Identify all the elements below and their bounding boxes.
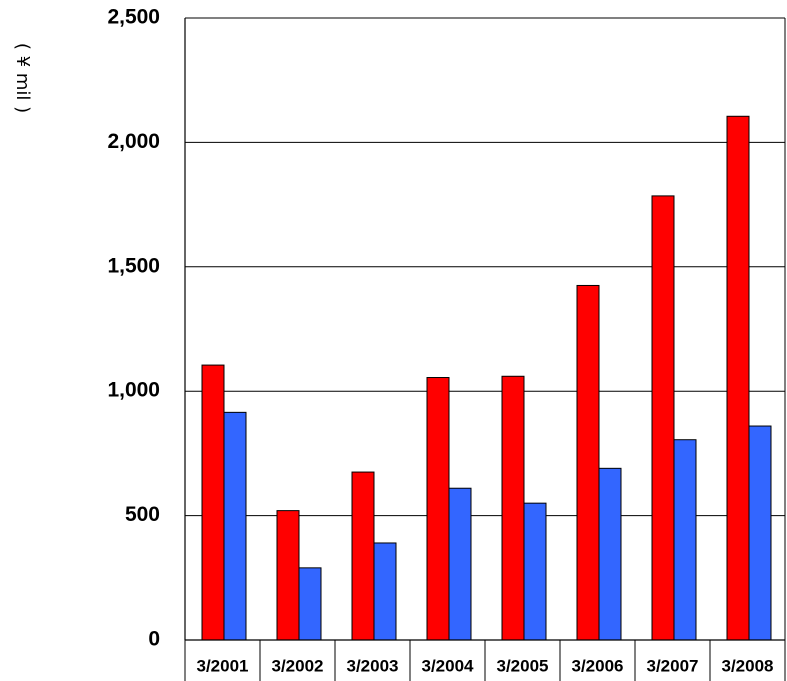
bar-series1-3/2001 — [201, 364, 225, 641]
bar-series2-3/2007 — [673, 439, 697, 641]
bar-series2-3/2004 — [448, 487, 472, 641]
x-tick-label-3/2005: 3/2005 — [497, 656, 549, 675]
x-tick-label-3/2002: 3/2002 — [272, 656, 324, 675]
bar-series1-3/2004 — [426, 377, 450, 641]
x-tick-label-3/2006: 3/2006 — [572, 656, 624, 675]
bar-series1-3/2005 — [501, 375, 525, 641]
bar-series2-3/2008 — [748, 425, 772, 641]
axes — [184, 18, 786, 681]
bar-series2-3/2003 — [373, 542, 397, 641]
bars — [201, 115, 772, 641]
bar-series1-3/2008 — [726, 115, 750, 641]
bar-series2-3/2002 — [298, 567, 322, 641]
y-tick-label-2: 1,000 — [107, 379, 160, 402]
bar-series1-3/2006 — [576, 284, 600, 641]
bar-series2-3/2005 — [523, 502, 547, 641]
y-tick-label-1: 500 — [125, 503, 160, 526]
x-tick-label-3/2003: 3/2003 — [347, 656, 399, 675]
y-tick-label-5: 2,500 — [107, 6, 160, 29]
bar-series1-3/2002 — [276, 510, 300, 641]
y-tick-labels: 0 500 1,000 1,500 2,000 2,500 — [107, 6, 160, 651]
x-tick-label-3/2001: 3/2001 — [197, 656, 249, 675]
bar-series2-3/2006 — [598, 467, 622, 641]
x-tick-label-3/2007: 3/2007 — [647, 656, 699, 675]
y-axis-label: ( ¥ mil ) — [12, 43, 33, 113]
y-tick-label-0: 0 — [148, 628, 160, 651]
bar-series2-3/2001 — [223, 411, 247, 641]
x-category-labels: 3/2001 3/2002 3/2003 3/2004 3/2005 3/2006 3/20… — [197, 656, 774, 675]
bar-series1-3/2003 — [351, 471, 375, 641]
x-tick-label-3/2008: 3/2008 — [722, 656, 774, 675]
y-tick-label-4: 2,000 — [107, 130, 160, 153]
y-tick-label-3: 1,500 — [107, 254, 160, 277]
x-tick-label-3/2004: 3/2004 — [422, 656, 475, 675]
bar-series1-3/2007 — [651, 195, 675, 641]
